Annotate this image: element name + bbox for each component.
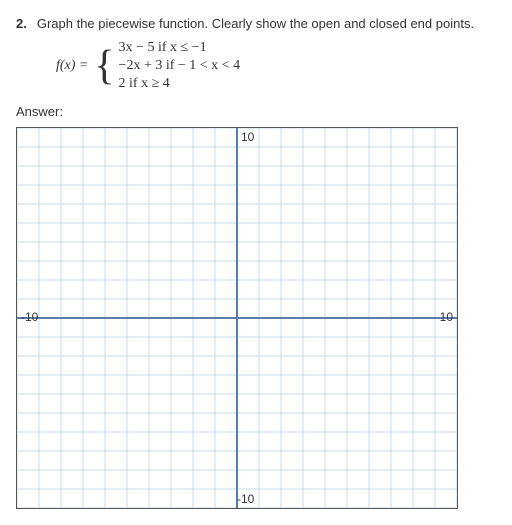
x-axis-left-label: -10: [21, 310, 38, 324]
x-axis-right-label: 10: [440, 310, 453, 324]
grid-svg: [17, 128, 457, 508]
case-3: 2 if x ≥ 4: [119, 75, 241, 93]
question-number: 2.: [16, 16, 27, 31]
answer-label: Answer:: [16, 104, 496, 119]
y-axis-bottom-label: -10: [237, 492, 254, 506]
piecewise-function: f(x) = { 3x − 5 if x ≤ −1 −2x + 3 if − 1…: [56, 39, 496, 94]
question-header: 2. Graph the piecewise function. Clearly…: [16, 16, 496, 31]
y-axis-top-label: 10: [241, 130, 254, 144]
question-prompt: Graph the piecewise function. Clearly sh…: [37, 16, 474, 31]
function-cases: 3x − 5 if x ≤ −1 −2x + 3 if − 1 < x < 4 …: [119, 39, 241, 94]
case-1: 3x − 5 if x ≤ −1: [119, 39, 241, 57]
case-2: −2x + 3 if − 1 < x < 4: [119, 57, 241, 75]
left-brace: {: [94, 45, 114, 87]
function-label: f(x) =: [56, 58, 88, 74]
coordinate-grid: 10 -10 -10 10: [16, 127, 458, 509]
